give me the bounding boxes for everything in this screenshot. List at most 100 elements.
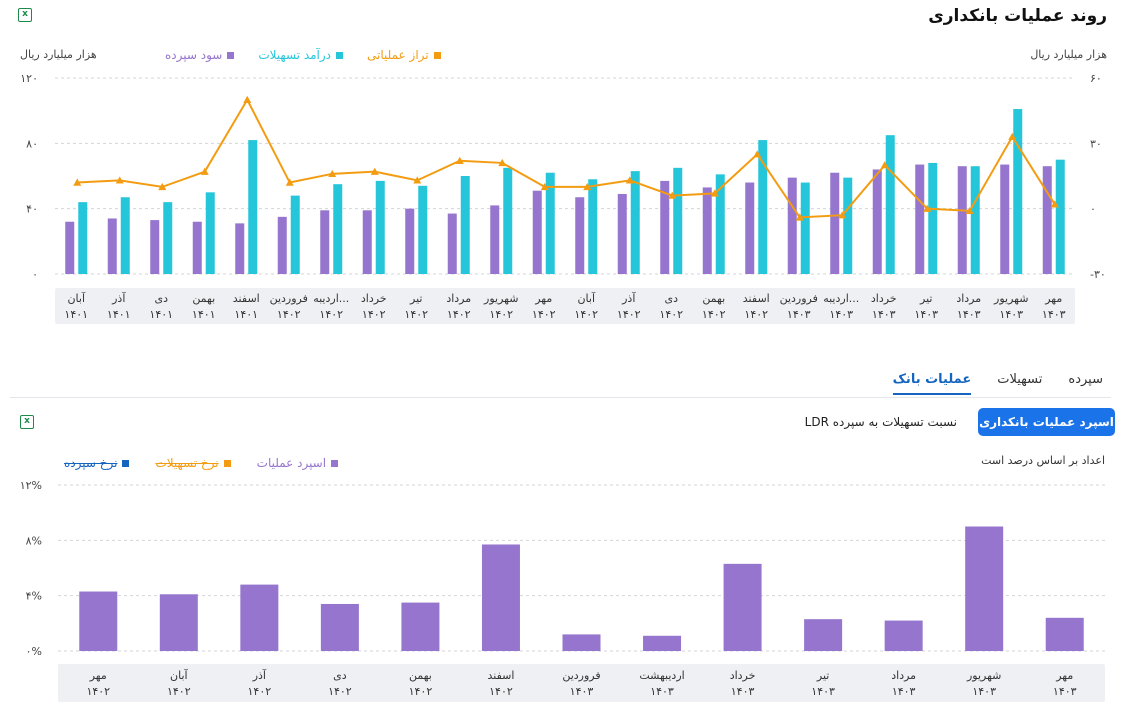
x-tick-year: ۱۴۰۳ [972, 685, 996, 698]
x-tick-year: ۱۴۰۳ [1053, 685, 1077, 698]
x-tick-year: ۱۴۰۲ [319, 308, 343, 321]
x-tick-year: ۱۴۰۳ [1042, 308, 1066, 321]
bar-deposit-interest [107, 218, 117, 274]
legend-item-loan-income[interactable]: درآمد تسهیلات [258, 48, 344, 62]
bar-deposit-interest [617, 193, 627, 274]
tab-deposit[interactable]: سپرده [1068, 372, 1103, 387]
bar-loan-income [375, 180, 385, 274]
x-tick-month: فروردین [562, 669, 600, 682]
x-tick-month: مهر [1055, 669, 1073, 682]
x-tick-month: آذر [252, 668, 267, 682]
point-operating-balance [73, 178, 82, 186]
bar-loan-income [290, 195, 300, 274]
y-tick-label: ۰% [26, 645, 42, 658]
bar-loan-income [545, 172, 555, 274]
x-tick-year: ۱۴۰۲ [277, 308, 301, 321]
left-tick-label: ۴۰ [26, 203, 38, 216]
bar-operating-spread [1045, 617, 1084, 651]
legend-label-loan-rate: نرخ تسهیلات [155, 456, 219, 470]
legend-item-operating-balance[interactable]: تراز عملیاتی [367, 48, 441, 62]
x-tick-year: ۱۴۰۳ [787, 308, 811, 321]
bar-loan-income [885, 135, 895, 274]
point-operating-balance [838, 211, 847, 219]
point-operating-balance [1008, 132, 1017, 140]
x-tick-month: آبان [67, 291, 85, 305]
bar-loan-income [928, 162, 938, 274]
bar-deposit-interest [787, 177, 797, 274]
legend-item-loan-rate[interactable]: نرخ تسهیلات [155, 456, 231, 470]
point-operating-balance [583, 182, 592, 191]
bar-loan-income [1013, 109, 1023, 275]
legend-item-operating-spread[interactable]: اسپرد عملیات [257, 456, 339, 470]
bar-deposit-interest [575, 197, 585, 274]
x-tick-year: ۱۴۰۳ [829, 308, 853, 321]
x-tick-month: مهر [1044, 292, 1062, 305]
bar-deposit-interest [532, 190, 542, 274]
bar-deposit-interest [830, 172, 840, 274]
left-tick-label: ۸۰ [26, 137, 38, 150]
point-operating-balance [498, 158, 507, 167]
legend-swatch-loan-income [336, 51, 344, 59]
bar-operating-spread [79, 591, 118, 651]
bar-loan-income [503, 167, 513, 274]
x-tick-month: شهریور [993, 292, 1028, 305]
legend-item-deposit-rate[interactable]: نرخ سپرده [64, 456, 130, 470]
legend-swatch-operating-balance [433, 51, 441, 59]
top-chart-legend: تراز عملیاتی درآمد تسهیلات سود سپرده [165, 48, 441, 62]
x-tick-year: ۱۴۰۲ [447, 308, 471, 321]
excel-export-icon[interactable]: x [18, 8, 32, 22]
bar-operating-spread [481, 544, 520, 651]
x-tick-year: ۱۴۰۲ [574, 308, 598, 321]
bar-loan-income [248, 140, 258, 274]
bar-deposit-interest [65, 221, 75, 274]
bar-deposit-interest [277, 216, 287, 274]
bar-loan-income [715, 174, 725, 274]
x-tick-year: ۱۴۰۱ [64, 308, 88, 321]
x-tick-month: مرداد [446, 292, 471, 305]
bar-deposit-interest [150, 220, 160, 274]
bar-deposit-interest [660, 180, 670, 274]
right-tick-label: -۳۰ [1090, 268, 1106, 281]
excel-export-icon-bottom[interactable]: x [20, 415, 34, 429]
top-combo-chart: ۰ ۴۰ ۸۰ ۱۲۰ -۳۰ ۰ ۳۰ ۶۰ آبان ۱۴۰۱ آذر ۱۴۰۱ دی ۱۴۰۱ بهم… [20, 72, 1106, 324]
x-tick-year: ۱۴۰۲ [86, 685, 110, 698]
bar-operating-spread [884, 620, 923, 651]
x-tick-month: بهمن [409, 669, 432, 682]
x-tick-month: اسفند [233, 292, 260, 305]
y-tick-label: ۸% [26, 534, 42, 547]
x-tick-year: ۱۴۰۲ [167, 685, 191, 698]
legend-item-deposit-interest[interactable]: سود سپرده [165, 48, 235, 62]
x-tick-year: ۱۴۰۲ [659, 308, 683, 321]
x-tick-month: مرداد [891, 669, 916, 682]
x-tick-month: بهمن [702, 292, 725, 305]
right-tick-label: ۳۰ [1090, 137, 1102, 150]
tab-loans[interactable]: تسهیلات [997, 372, 1043, 387]
ldr-ratio-button[interactable]: نسبت تسهیلات به سپرده LDR [804, 415, 957, 429]
bar-deposit-interest [490, 205, 500, 274]
bar-operating-spread [401, 602, 440, 651]
bar-deposit-interest [362, 210, 372, 274]
bar-deposit-interest [320, 210, 330, 274]
left-tick-label: ۱۲۰ [20, 72, 38, 85]
bar-operating-spread [723, 563, 762, 651]
bar-operating-spread [240, 584, 279, 651]
bar-loan-income [1055, 159, 1065, 274]
bar-loan-income [460, 176, 470, 274]
bar-operating-spread [965, 526, 1004, 651]
x-tick-month: دی [154, 292, 168, 305]
tab-bank-operations[interactable]: عملیات بانک [892, 372, 972, 395]
bar-loan-income [588, 179, 598, 274]
page-title: روند عملیات بانکداری [928, 6, 1107, 26]
x-tick-year: ۱۴۰۲ [489, 308, 513, 321]
x-tick-year: ۱۴۰۲ [489, 685, 513, 698]
x-tick-month: آذر [621, 291, 636, 305]
operating-spread-button[interactable]: اسپرد عملیات بانکداری [978, 408, 1115, 436]
point-operating-balance [625, 176, 634, 184]
y-tick-label: ۱۲% [20, 479, 42, 492]
bar-operating-spread [320, 603, 359, 651]
x-tick-year: ۱۴۰۱ [149, 308, 173, 321]
x-tick-year: ۱۴۰۲ [702, 308, 726, 321]
bar-loan-income [673, 167, 683, 274]
y-tick-label: ۴% [26, 590, 42, 603]
bar-loan-income [843, 177, 853, 274]
